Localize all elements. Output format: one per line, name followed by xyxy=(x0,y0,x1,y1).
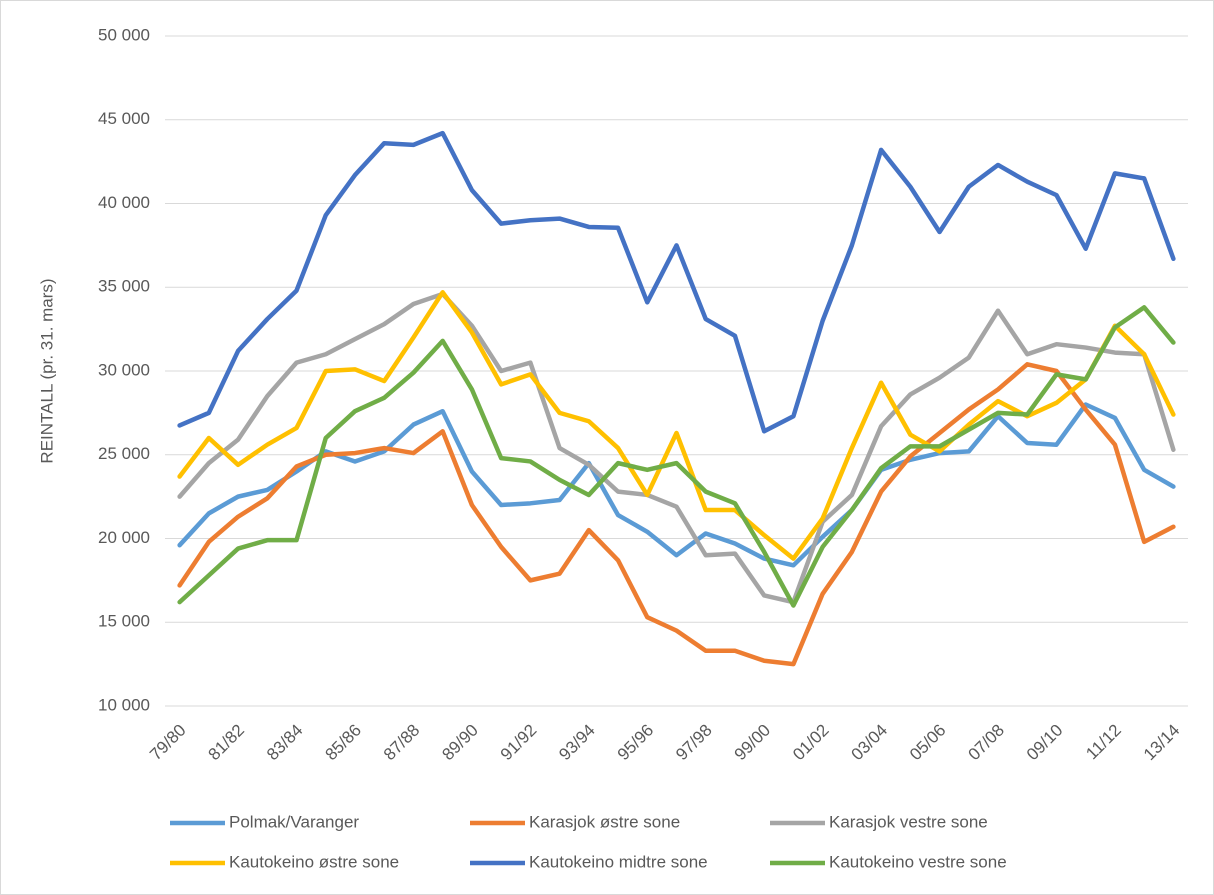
legend-label: Karasjok østre sone xyxy=(529,812,680,831)
y-tick-label: 20 000 xyxy=(98,528,150,547)
series-line xyxy=(177,290,1176,561)
legend-label: Kautokeino vestre sone xyxy=(829,852,1007,871)
legend-label: Karasjok vestre sone xyxy=(829,812,988,831)
y-tick-label: 45 000 xyxy=(98,109,150,128)
y-axis-label: REINTALL (pr. 31. mars) xyxy=(37,278,56,463)
series-line xyxy=(177,130,1176,434)
y-tick-label: 30 000 xyxy=(98,360,150,379)
series-line xyxy=(177,305,1176,608)
series-line xyxy=(177,291,1176,605)
series-line xyxy=(177,362,1176,667)
legend-label: Polmak/Varanger xyxy=(229,812,359,831)
legend-label: Kautokeino østre sone xyxy=(229,852,399,871)
y-tick-label: 35 000 xyxy=(98,277,150,296)
y-tick-label: 10 000 xyxy=(98,695,150,714)
y-tick-label: 15 000 xyxy=(98,612,150,631)
series-line xyxy=(177,402,1176,568)
legend-label: Kautokeino midtre sone xyxy=(529,852,708,871)
y-tick-label: 25 000 xyxy=(98,444,150,463)
y-tick-label: 40 000 xyxy=(98,193,150,212)
y-tick-label: 50 000 xyxy=(98,25,150,44)
